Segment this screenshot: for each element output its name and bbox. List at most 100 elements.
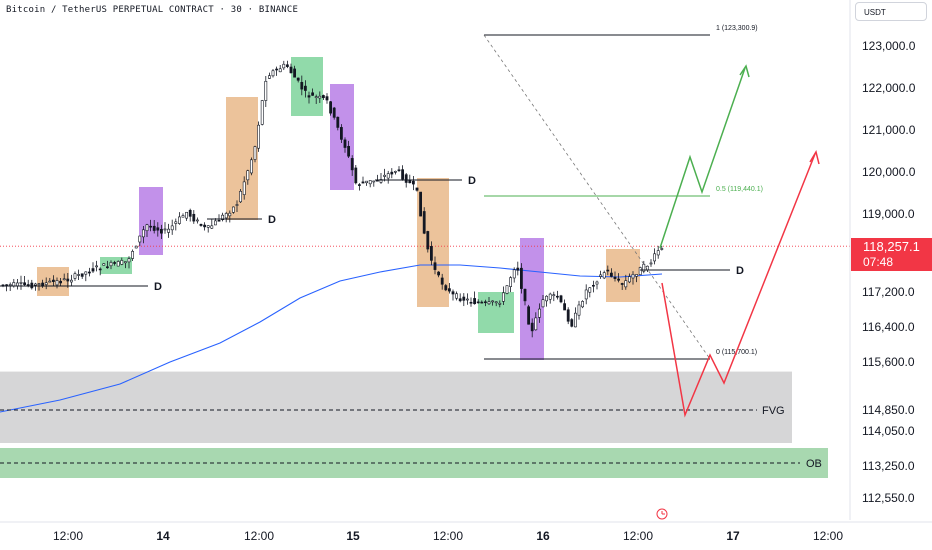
candle-body bbox=[429, 246, 433, 261]
candle-body bbox=[455, 293, 459, 299]
candle-body bbox=[329, 101, 333, 114]
candle-body bbox=[142, 229, 145, 238]
green-projection-path bbox=[659, 67, 746, 249]
candle-body bbox=[606, 269, 610, 272]
candle-body bbox=[473, 298, 477, 305]
candles bbox=[1, 60, 664, 338]
candle-body bbox=[149, 225, 153, 228]
y-tick-label: 119,000.0 bbox=[862, 207, 915, 221]
candle-body bbox=[88, 271, 91, 274]
highlight-box-6 bbox=[417, 178, 449, 307]
candle-body bbox=[210, 225, 214, 229]
candle-body bbox=[102, 263, 106, 266]
y-tick-label: 121,000.0 bbox=[862, 123, 916, 137]
candle-body bbox=[98, 268, 102, 271]
candle-body bbox=[415, 187, 419, 191]
candle-body bbox=[282, 63, 286, 69]
candle-body bbox=[109, 262, 113, 267]
y-tick-label: 114,050.0 bbox=[862, 424, 915, 438]
candle-body bbox=[131, 251, 135, 259]
candle-body bbox=[566, 309, 570, 322]
candle-body bbox=[390, 171, 394, 175]
candle-body bbox=[278, 68, 282, 73]
x-tick-label: 12:00 bbox=[53, 529, 83, 543]
candle-body bbox=[77, 274, 81, 276]
candle-body bbox=[167, 228, 171, 233]
candle-body bbox=[80, 273, 84, 277]
candle-body bbox=[293, 68, 297, 78]
currency-selector[interactable]: USDT bbox=[855, 2, 927, 21]
x-tick-label: 16 bbox=[536, 529, 550, 543]
candle-body bbox=[653, 253, 657, 262]
candle-body bbox=[48, 280, 52, 283]
candle-body bbox=[26, 284, 30, 286]
d-level-label: D bbox=[736, 265, 744, 277]
candle-body bbox=[555, 295, 559, 298]
candle-body bbox=[232, 206, 235, 213]
candle-body bbox=[419, 191, 423, 217]
x-tick-label: 14 bbox=[156, 529, 170, 543]
candle-body bbox=[113, 262, 117, 264]
d-level-label: D bbox=[468, 175, 476, 187]
moving-average-line bbox=[0, 264, 663, 413]
candle-body bbox=[271, 70, 275, 77]
y-tick-label: 116,400.0 bbox=[862, 320, 915, 334]
candle-body bbox=[476, 301, 480, 304]
candle-body bbox=[631, 274, 635, 279]
candle-body bbox=[51, 279, 55, 282]
candle-body bbox=[530, 322, 534, 332]
ob-label: OB bbox=[806, 458, 822, 470]
candle-body bbox=[106, 266, 109, 269]
candle-body bbox=[138, 235, 142, 243]
candle-body bbox=[19, 282, 23, 284]
x-tick-label: 12:00 bbox=[813, 529, 843, 543]
candle-body bbox=[214, 220, 217, 226]
candle-body bbox=[235, 204, 239, 206]
candle-body bbox=[588, 287, 592, 293]
candle-body bbox=[253, 146, 257, 160]
x-tick-label: 17 bbox=[726, 529, 740, 543]
candle-body bbox=[160, 228, 163, 234]
time-marker-icon bbox=[656, 508, 668, 520]
candle-body bbox=[267, 75, 271, 79]
candle-body bbox=[465, 298, 469, 301]
candle-body bbox=[62, 278, 66, 281]
candle-body bbox=[33, 283, 37, 286]
y-tick-label: 122,000.0 bbox=[862, 81, 916, 95]
candle-body bbox=[343, 139, 347, 148]
red-projection-path bbox=[661, 153, 816, 418]
candle-body bbox=[404, 174, 408, 183]
candle-body bbox=[8, 284, 12, 286]
candle-body bbox=[221, 214, 225, 221]
candle-body bbox=[95, 265, 99, 268]
candle-body bbox=[37, 283, 41, 285]
candle-body bbox=[127, 258, 131, 263]
candle-body bbox=[325, 96, 329, 101]
highlight-box-1 bbox=[100, 257, 132, 274]
candle-body bbox=[145, 224, 149, 232]
fvg-label: FVG bbox=[762, 405, 785, 417]
fvg-zone bbox=[0, 371, 792, 443]
candle-body bbox=[44, 282, 48, 285]
candle-body bbox=[116, 261, 120, 267]
x-tick-label: 12:00 bbox=[623, 529, 653, 543]
y-tick-label: 123,000.0 bbox=[862, 39, 916, 53]
candle-body bbox=[624, 280, 628, 288]
candle-body bbox=[602, 272, 606, 279]
candle-body bbox=[23, 282, 27, 285]
candle-body bbox=[491, 300, 495, 303]
candle-body bbox=[275, 68, 279, 71]
candle-body bbox=[537, 308, 541, 318]
candle-body bbox=[181, 215, 185, 218]
candle-body bbox=[613, 276, 617, 279]
candle-body bbox=[458, 298, 462, 302]
candle-body bbox=[303, 85, 307, 91]
bar-countdown: 07:48 bbox=[863, 255, 894, 269]
y-tick-label: 120,000.0 bbox=[862, 165, 916, 179]
candle-body bbox=[372, 180, 376, 183]
candle-body bbox=[289, 66, 293, 74]
candle-body bbox=[239, 190, 243, 203]
candle-body bbox=[257, 124, 261, 149]
